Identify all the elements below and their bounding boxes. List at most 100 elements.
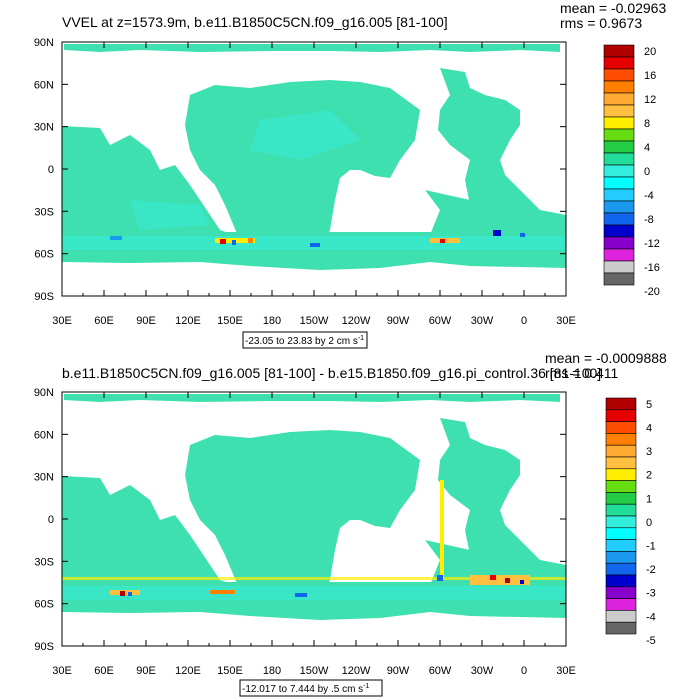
colorbar-cell (605, 515, 637, 529)
x-tick-label: 0 (521, 315, 527, 327)
y-tick-label: 30N (34, 472, 54, 484)
colorbar-label: 16 (644, 70, 656, 82)
colorbar: 5 4 3 2 1 0 -1 -2 -3 -4 -5 (605, 397, 656, 647)
panel-top: VVEL at z=1573.9m, b.e11.B1850C5CN.f09_g… (34, 0, 666, 349)
range-label-box: -23.05 to 23.83 by 2 cm s-1 (242, 331, 368, 349)
colorbar-cell (605, 574, 637, 588)
range-label: -23.05 to 23.83 by 2 cm s-1 (245, 335, 364, 347)
panel-bottom: b.e11.B1850C5CN.f09_g16.005 [81-100] - b… (34, 350, 667, 697)
colorbar-label: 0 (646, 517, 652, 529)
x-tick-label: 180 (263, 665, 281, 677)
y-tick-label: 90N (34, 387, 54, 399)
x-tick-label: 30E (556, 315, 576, 327)
colorbar-label: -3 (646, 588, 656, 600)
colorbar-cell (603, 188, 635, 202)
y-tick-label: 0 (48, 514, 54, 526)
axes: 30E 60E 90E 120E 150E 180 150W 120W 90W 60W 30W 0 30… (34, 37, 576, 327)
panel-title: b.e11.B1850C5CN.f09_g16.005 [81-100] - b… (62, 365, 601, 381)
x-tick-label: 150E (217, 665, 243, 677)
y-tick-label: 60S (34, 249, 54, 261)
colorbar-cell (605, 539, 637, 552)
colorbar-cell (603, 224, 635, 238)
colorbar-label: 20 (644, 46, 656, 58)
colorbar-cell (605, 421, 637, 434)
x-tick-label: 180 (263, 315, 281, 327)
hotspots (110, 230, 525, 247)
colorbar-label: 8 (644, 118, 650, 130)
x-tick-label: 150W (300, 665, 329, 677)
colorbar-cell (603, 56, 635, 70)
indian-ocean (62, 476, 240, 602)
x-tick-label: 90E (136, 315, 156, 327)
x-tick-label: 60E (94, 315, 114, 327)
colorbar-cell (605, 409, 637, 422)
colorbar-label: -2 (646, 564, 656, 576)
pacific-ocean (185, 80, 420, 255)
x-tick-label: 60W (429, 315, 452, 327)
colorbar-label: 4 (644, 142, 650, 154)
colorbar-cell (603, 68, 635, 82)
x-tick-label: 150W (300, 315, 329, 327)
y-tick-label: 90N (34, 37, 54, 49)
x-tick-label: 150E (217, 315, 243, 327)
x-tick-label: 90E (136, 665, 156, 677)
stat-mean: mean = -0.0009888 (545, 350, 667, 366)
north-atlantic (438, 418, 530, 555)
colorbar-label: 0 (644, 166, 650, 178)
colorbar-cell (603, 152, 635, 166)
colorbar-cell (605, 480, 637, 493)
colorbar-cell (605, 551, 637, 564)
x-tick-label: 60W (429, 665, 452, 677)
x-tick-label: 120W (342, 315, 371, 327)
colorbar-cell (605, 492, 637, 505)
colorbar-cell (605, 456, 637, 470)
colorbar-cell (605, 468, 637, 481)
x-tick-label: 30E (556, 665, 576, 677)
range-label-box: -12.017 to 7.444 by .5 cm s-1 (239, 679, 383, 697)
stat-mean: mean = -0.02963 (560, 0, 666, 16)
colorbar-cell (603, 116, 635, 130)
y-tick-label: 30N (34, 122, 54, 134)
colorbar-cell (603, 260, 635, 274)
y-tick-label: 90S (34, 641, 54, 653)
x-tick-label: 30E (52, 315, 72, 327)
colorbar-cell (603, 92, 635, 106)
colorbar-label: -12 (644, 238, 660, 250)
colorbar-cell (603, 236, 635, 250)
y-tick-label: 60N (34, 79, 54, 91)
colorbar-cell (603, 104, 635, 118)
x-tick-label: 30W (471, 665, 494, 677)
colorbar-label: 4 (646, 423, 652, 435)
colorbar-cell (605, 397, 637, 411)
colorbar-cell (605, 444, 637, 458)
colorbar-cell (603, 164, 635, 178)
colorbar-cell (603, 248, 635, 262)
colorbar-label: 1 (646, 493, 652, 505)
plot-frame (61, 391, 567, 647)
panel-title: VVEL at z=1573.9m, b.e11.B1850C5CN.f09_g… (62, 14, 448, 30)
x-tick-label: 30W (471, 315, 494, 327)
x-tick-label: 120E (175, 315, 201, 327)
colorbar-cell (603, 200, 635, 214)
ocean-field (62, 44, 566, 270)
colorbar-cell (605, 503, 637, 517)
y-tick-label: 30S (34, 556, 54, 568)
colorbar-cell (603, 140, 635, 154)
colorbar-label: 5 (646, 399, 652, 411)
colorbar-cell (605, 433, 637, 446)
colorbar-label: -8 (644, 214, 654, 226)
colorbar-cell (603, 80, 635, 94)
y-tick-label: 60N (34, 429, 54, 441)
y-tick-label: 0 (48, 164, 54, 176)
colorbar-label: 3 (646, 446, 652, 458)
colorbar-label: 12 (644, 94, 656, 106)
y-tick-label: 60S (34, 599, 54, 611)
x-tick-label: 120W (342, 665, 371, 677)
north-atlantic (438, 68, 530, 205)
colorbar-cell (605, 562, 637, 576)
colorbar-label: -5 (646, 635, 656, 647)
range-label: -12.017 to 7.444 by .5 cm s-1 (242, 683, 370, 695)
x-tick-label: 0 (521, 665, 527, 677)
colorbar-label: -4 (646, 611, 656, 623)
colorbar-label: -1 (646, 541, 656, 553)
